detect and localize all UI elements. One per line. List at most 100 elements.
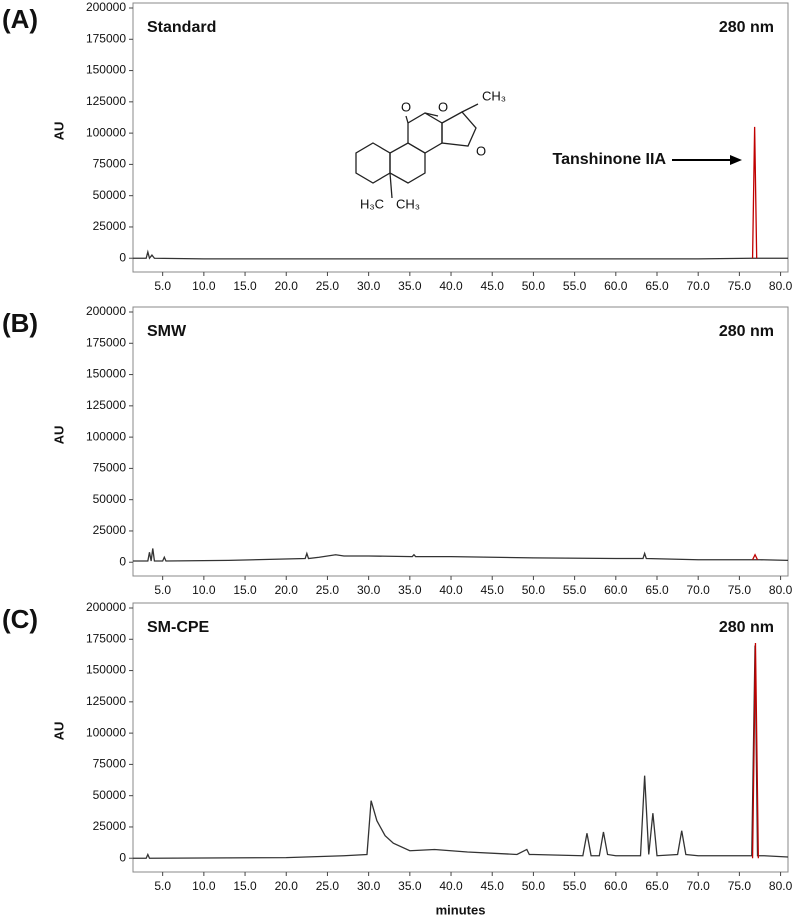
y-tick-label: 25000 (93, 819, 127, 833)
x-tick-label: 75.0 (728, 279, 752, 293)
y-tick-label: 200000 (86, 304, 126, 318)
structure-label: O (476, 143, 486, 158)
trace (751, 643, 759, 859)
trace (133, 645, 789, 859)
y-tick-label: 150000 (86, 663, 126, 677)
plot-frame (132, 2, 789, 273)
x-tick-label: 60.0 (604, 279, 628, 293)
bond (389, 172, 393, 199)
y-axis-label: AU (51, 722, 66, 741)
y-tick-label: 75000 (93, 757, 127, 771)
sample-label: SM-CPE (147, 619, 210, 636)
y-tick-label: 50000 (93, 788, 127, 802)
y-tick-label: 125000 (86, 694, 126, 708)
y-tick-label: 75000 (93, 461, 127, 475)
panel-label: (C) (2, 604, 38, 634)
x-tick-label: 45.0 (481, 279, 505, 293)
structure-label: CH₃ (396, 196, 420, 211)
y-tick-label: 175000 (86, 31, 126, 45)
arrow-head (730, 155, 742, 165)
y-tick-label: 150000 (86, 367, 126, 381)
x-tick-label: 70.0 (687, 583, 711, 597)
x-tick-label: 25.0 (316, 879, 340, 893)
panel-label: (B) (2, 308, 38, 338)
y-tick-label: 50000 (93, 188, 127, 202)
x-tick-label: 80.0 (769, 279, 793, 293)
x-tick-label: 60.0 (604, 583, 628, 597)
x-tick-label: 50.0 (522, 879, 546, 893)
x-tick-label: 25.0 (316, 583, 340, 597)
x-tick-label: 30.0 (357, 583, 381, 597)
sample-label: Standard (147, 19, 216, 36)
wavelength-label: 280 nm (719, 323, 774, 340)
x-tick-label: 40.0 (439, 583, 463, 597)
x-tick-label: 10.0 (192, 583, 216, 597)
plot-frame (132, 306, 789, 577)
structure-label: H₃C (360, 196, 384, 211)
x-tick-label: 80.0 (769, 583, 793, 597)
y-axis-label: AU (51, 426, 66, 445)
y-tick-label: 125000 (86, 94, 126, 108)
x-axis-label: minutes (436, 902, 486, 917)
x-tick-label: 65.0 (645, 583, 669, 597)
x-tick-label: 20.0 (275, 583, 299, 597)
x-tick-label: 60.0 (604, 879, 628, 893)
y-tick-label: 0 (119, 250, 126, 264)
y-tick-label: 100000 (86, 429, 126, 443)
x-tick-label: 70.0 (687, 879, 711, 893)
bond (461, 103, 479, 113)
y-tick-label: 175000 (86, 631, 126, 645)
y-tick-label: 0 (119, 850, 126, 864)
ring (355, 142, 391, 184)
x-tick-label: 40.0 (439, 879, 463, 893)
y-tick-label: 100000 (86, 725, 126, 739)
y-tick-label: 150000 (86, 63, 126, 77)
y-tick-label: 175000 (86, 335, 126, 349)
wavelength-label: 280 nm (719, 619, 774, 636)
x-tick-label: 65.0 (645, 279, 669, 293)
x-tick-label: 25.0 (316, 279, 340, 293)
y-tick-label: 75000 (93, 157, 127, 171)
x-tick-label: 20.0 (275, 279, 299, 293)
x-tick-label: 45.0 (481, 879, 505, 893)
x-tick-label: 50.0 (522, 279, 546, 293)
x-tick-label: 75.0 (728, 879, 752, 893)
structure-label: CH₃ (482, 88, 506, 103)
x-tick-label: 35.0 (398, 583, 422, 597)
x-tick-label: 15.0 (233, 583, 257, 597)
y-tick-label: 25000 (93, 219, 127, 233)
y-tick-label: 200000 (86, 0, 126, 14)
x-tick-label: 65.0 (645, 879, 669, 893)
trace (751, 126, 758, 259)
ring (441, 111, 477, 147)
x-tick-label: 55.0 (563, 583, 587, 597)
structure-label: O (401, 99, 411, 114)
x-tick-label: 5.0 (154, 583, 171, 597)
ring (407, 112, 443, 154)
x-tick-label: 10.0 (192, 279, 216, 293)
bond (424, 112, 439, 117)
sample-label: SMW (147, 323, 187, 340)
x-tick-label: 75.0 (728, 583, 752, 597)
x-tick-label: 50.0 (522, 583, 546, 597)
bond (405, 115, 409, 124)
x-tick-label: 45.0 (481, 583, 505, 597)
x-tick-label: 30.0 (357, 879, 381, 893)
x-tick-label: 5.0 (154, 879, 171, 893)
y-tick-label: 50000 (93, 492, 127, 506)
x-tick-label: 35.0 (398, 279, 422, 293)
y-tick-label: 100000 (86, 125, 126, 139)
y-tick-label: 200000 (86, 600, 126, 614)
plot-frame (132, 602, 789, 873)
annotation: Tanshinone IIA (553, 151, 667, 168)
ring (389, 142, 426, 184)
panel-label: (A) (2, 4, 38, 34)
structure-label: O (438, 99, 448, 114)
trace (133, 249, 788, 260)
y-tick-label: 0 (119, 554, 126, 568)
x-tick-label: 55.0 (563, 879, 587, 893)
structure (355, 103, 479, 199)
x-tick-label: 35.0 (398, 879, 422, 893)
x-tick-label: 5.0 (154, 279, 171, 293)
